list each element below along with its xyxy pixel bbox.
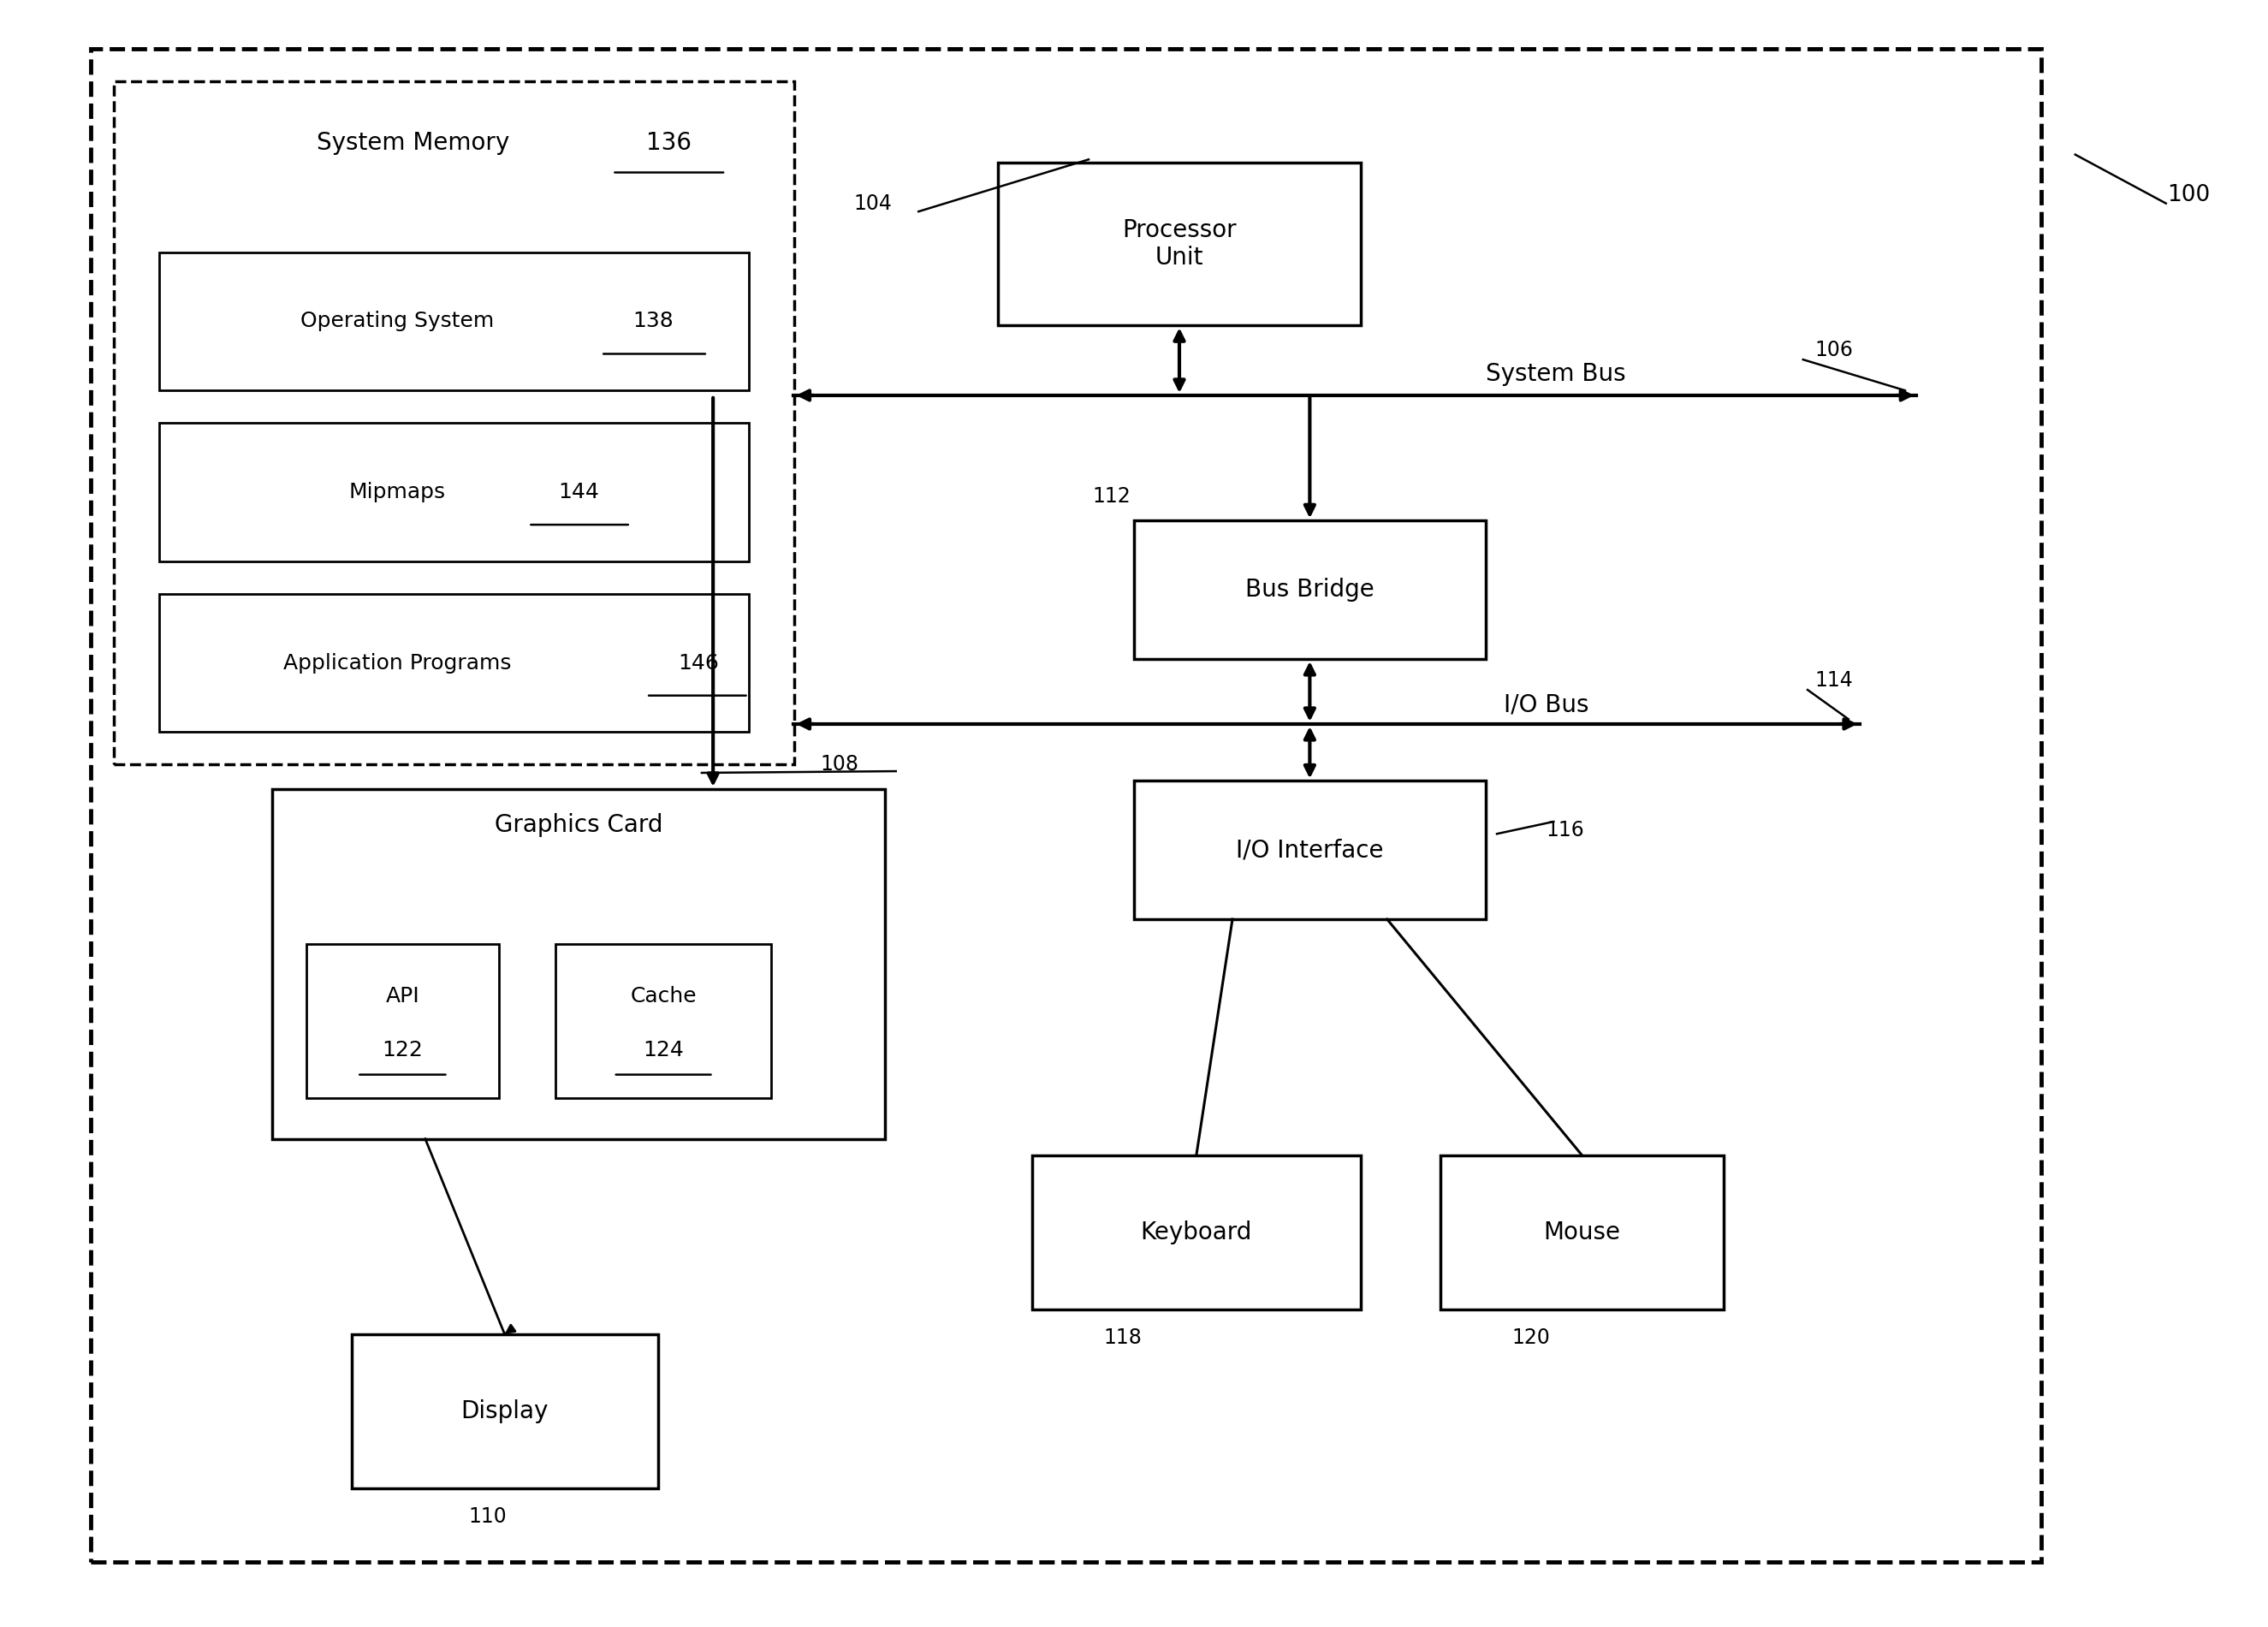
Bar [1032,1155,1361,1310]
Text: 114: 114 [1814,670,1853,690]
Bar [91,49,2041,1562]
Bar [306,944,499,1098]
Bar [113,81,794,765]
Text: Graphics Card: Graphics Card [494,814,662,836]
Bar [556,944,771,1098]
Bar [159,252,748,390]
Text: 116: 116 [1547,820,1583,840]
Text: 112: 112 [1093,486,1129,506]
Text: 120: 120 [1513,1328,1549,1347]
Text: 124: 124 [642,1040,685,1061]
Text: 118: 118 [1105,1328,1141,1347]
Bar [1134,521,1486,659]
Bar [1134,781,1486,919]
Text: Application Programs: Application Programs [284,652,510,674]
Text: API: API [386,986,420,1007]
Text: 138: 138 [633,311,674,332]
Bar [272,789,885,1139]
Text: 146: 146 [678,652,719,674]
Text: 144: 144 [558,482,599,503]
Text: 104: 104 [855,194,891,213]
Bar [159,594,748,732]
Text: I/O Bus: I/O Bus [1504,693,1590,716]
Text: Operating System: Operating System [299,311,494,332]
Text: 136: 136 [646,132,692,155]
Text: Display: Display [460,1399,549,1424]
Text: 100: 100 [2168,184,2209,207]
Text: System Bus: System Bus [1486,363,1626,386]
Text: Keyboard: Keyboard [1141,1220,1252,1245]
Text: Processor
Unit: Processor Unit [1123,218,1236,270]
Text: Cache: Cache [631,986,696,1007]
Text: System Memory: System Memory [318,132,508,155]
Text: Mouse: Mouse [1545,1220,1619,1245]
Bar [159,423,748,561]
Text: 110: 110 [469,1507,506,1526]
Bar [1440,1155,1724,1310]
Text: 106: 106 [1814,340,1853,360]
Bar [998,163,1361,325]
Text: Mipmaps: Mipmaps [349,482,445,503]
Text: I/O Interface: I/O Interface [1236,838,1383,862]
Text: 108: 108 [821,755,857,774]
Text: 122: 122 [381,1040,424,1061]
Bar [352,1334,658,1489]
Text: Bus Bridge: Bus Bridge [1245,578,1374,602]
